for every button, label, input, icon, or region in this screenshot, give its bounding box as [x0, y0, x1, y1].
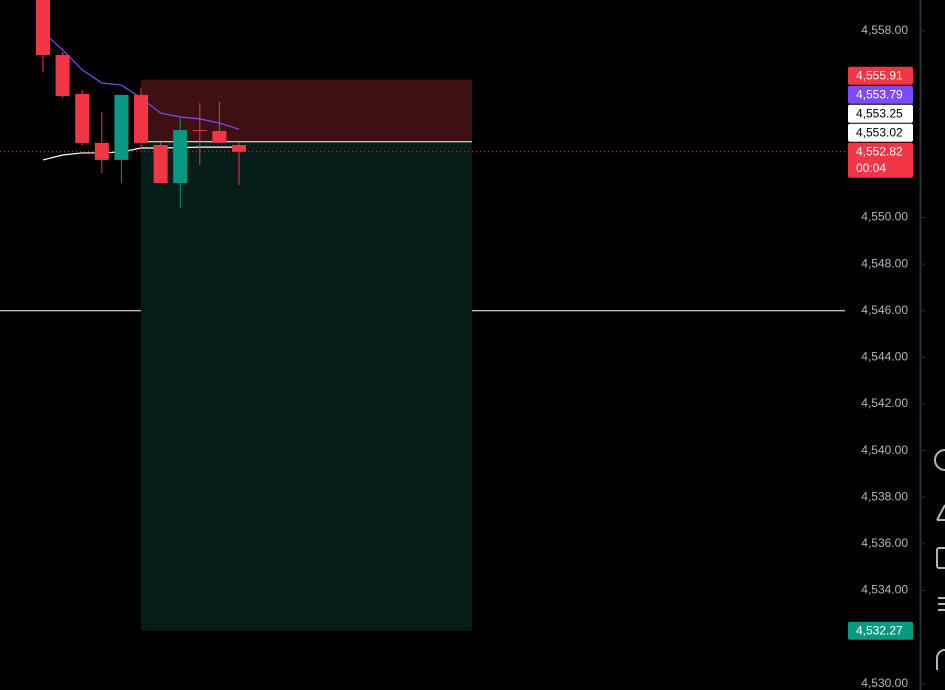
y-tick-label: 4,536.00 [861, 536, 908, 550]
price-label [848, 142, 913, 178]
candle-body [232, 144, 246, 152]
countdown: 00:04 [856, 161, 886, 175]
y-tick-label: 4,550.00 [861, 210, 908, 224]
price-label [848, 85, 913, 104]
price-label-text: 4,553.25 [856, 106, 903, 120]
y-tick-label: 4,538.00 [861, 489, 908, 503]
y-tick-label: 4,546.00 [861, 303, 908, 317]
price-label [848, 66, 913, 85]
toolbar-icons [934, 449, 945, 670]
candle-body [114, 94, 129, 160]
y-tick-label: 4,558.00 [861, 23, 908, 37]
price-label-text: 4,532.27 [856, 623, 903, 637]
price-label-text: 4,552.82 [856, 144, 903, 158]
candle-body [134, 94, 148, 143]
candle-body [55, 55, 70, 97]
y-tick-label: 4,548.00 [861, 256, 908, 270]
target-zone [141, 141, 472, 631]
candle-body [153, 144, 168, 183]
y-tick-label: 4,544.00 [861, 350, 908, 364]
y-tick-label: 4,534.00 [861, 583, 908, 597]
y-tick-label: 4,540.00 [861, 443, 908, 457]
stop-zone [141, 79, 472, 142]
price-label-text: 4,553.79 [856, 87, 903, 101]
price-label [848, 104, 913, 123]
candle-body [192, 130, 207, 132]
candle-body [212, 131, 227, 143]
candle-body [75, 93, 90, 143]
price-label-text: 4,553.02 [856, 125, 903, 139]
candle-body [94, 142, 109, 160]
candle-body [173, 130, 188, 183]
price-label [848, 123, 913, 142]
candle-body [36, 0, 50, 56]
y-tick-label: 4,530.00 [861, 676, 908, 690]
price-label-text: 4,555.91 [856, 68, 903, 82]
price-label [848, 621, 913, 640]
y-tick-label: 4,542.00 [861, 396, 908, 410]
